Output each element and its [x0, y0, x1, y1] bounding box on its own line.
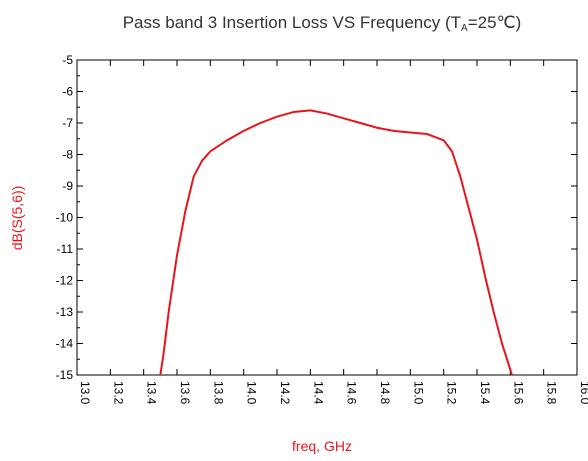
x-tick-label: 13.6	[178, 381, 192, 405]
y-tick-label: -11	[57, 242, 74, 256]
x-tick-label: 15.6	[511, 381, 525, 405]
y-tick-label: -5	[62, 53, 73, 67]
x-tick-label: 15.8	[545, 381, 559, 405]
x-tick-label: 14.6	[345, 381, 359, 405]
title-end: =25℃)	[468, 13, 522, 32]
x-tick-label: 14.4	[311, 381, 325, 405]
x-tick-label: 15.4	[478, 381, 492, 405]
chart-title: Pass band 3 Insertion Loss VS Frequency …	[123, 13, 522, 34]
x-tick-label: 14.0	[245, 381, 259, 405]
y-tick-label: -14	[56, 337, 74, 351]
title-subscript: A	[461, 23, 468, 34]
x-tick-label: 16.0	[578, 381, 588, 405]
y-axis-label: dB(S(5,6))	[9, 186, 25, 251]
y-tick-label: -9	[62, 179, 73, 193]
x-tick-label: 13.4	[145, 381, 159, 405]
x-tick-label: 14.8	[378, 381, 392, 405]
y-tick-label: -12	[56, 274, 74, 288]
y-tick-label: -10	[56, 211, 74, 225]
y-tick-label: -6	[62, 85, 73, 99]
x-tick-label: 15.2	[445, 381, 459, 405]
line-series	[159, 109, 513, 376]
x-tick-label: 14.2	[278, 381, 292, 405]
y-tick-label: -13	[56, 305, 74, 319]
y-tick-label: -15	[56, 368, 74, 382]
x-tick-label: 13.8	[211, 381, 225, 405]
title-main: Pass band 3 Insertion Loss VS Frequency …	[123, 13, 461, 32]
x-tick-label: 13.0	[78, 381, 92, 405]
y-tick-label: -8	[62, 148, 73, 162]
x-tick-label: 13.2	[111, 381, 125, 405]
plot-frame	[76, 59, 578, 376]
y-tick-label: -7	[62, 116, 73, 130]
x-axis-label: freq, GHz	[292, 438, 352, 454]
x-tick-label: 15.0	[411, 381, 425, 405]
